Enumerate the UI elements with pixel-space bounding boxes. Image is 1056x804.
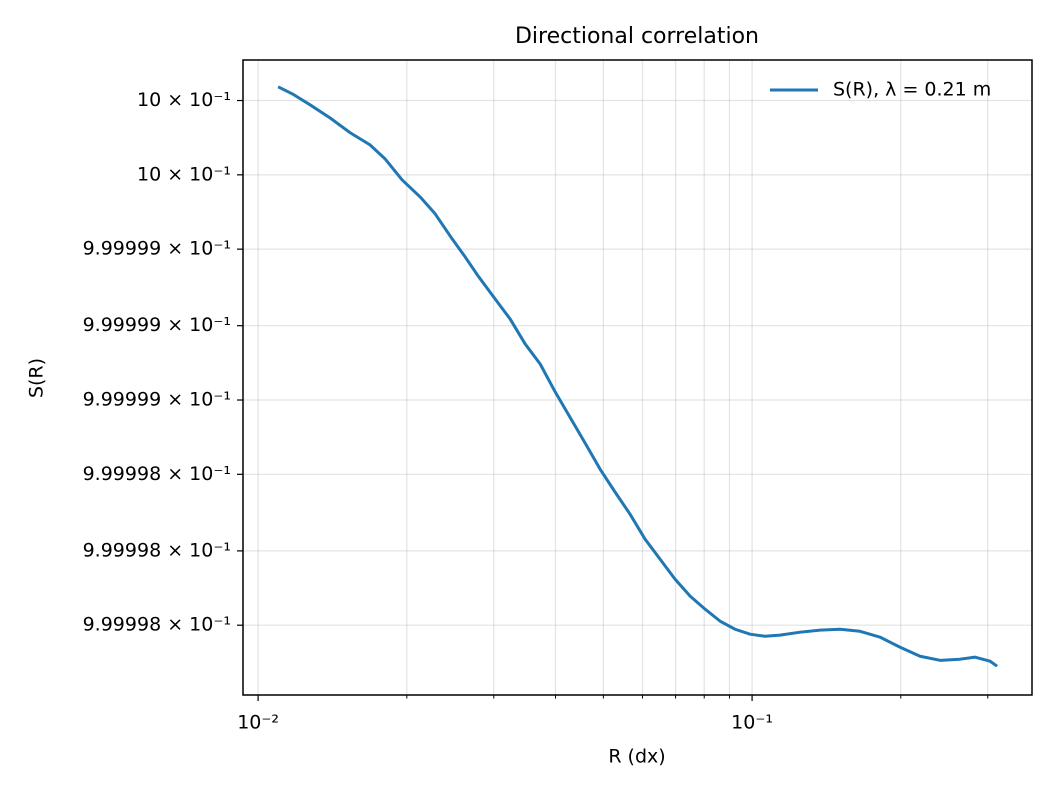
y-tick-label: 9.99999 × 10⁻¹ [83,238,231,260]
x-tick-label: 10⁻¹ [731,712,773,734]
y-tick-label: 9.99999 × 10⁻¹ [83,314,231,336]
y-tick-label: 9.99998 × 10⁻¹ [83,614,231,636]
legend-label: S(R), λ = 0.21 m [833,79,991,101]
x-axis-label: R (dx) [608,746,665,768]
y-tick-label: 9.99998 × 10⁻¹ [83,463,231,485]
plot-frame [242,59,1033,696]
y-tick-label: 10 × 10⁻¹ [137,89,231,111]
y-axis-label: S(R) [26,358,48,398]
series-line [277,85,998,668]
y-tick-label: 10 × 10⁻¹ [137,163,231,185]
chart-title: Directional correlation [515,24,759,49]
y-tick-label: 9.99998 × 10⁻¹ [83,539,231,561]
y-tick-label: 9.99999 × 10⁻¹ [83,389,231,411]
x-tick-label: 10⁻² [237,712,279,734]
